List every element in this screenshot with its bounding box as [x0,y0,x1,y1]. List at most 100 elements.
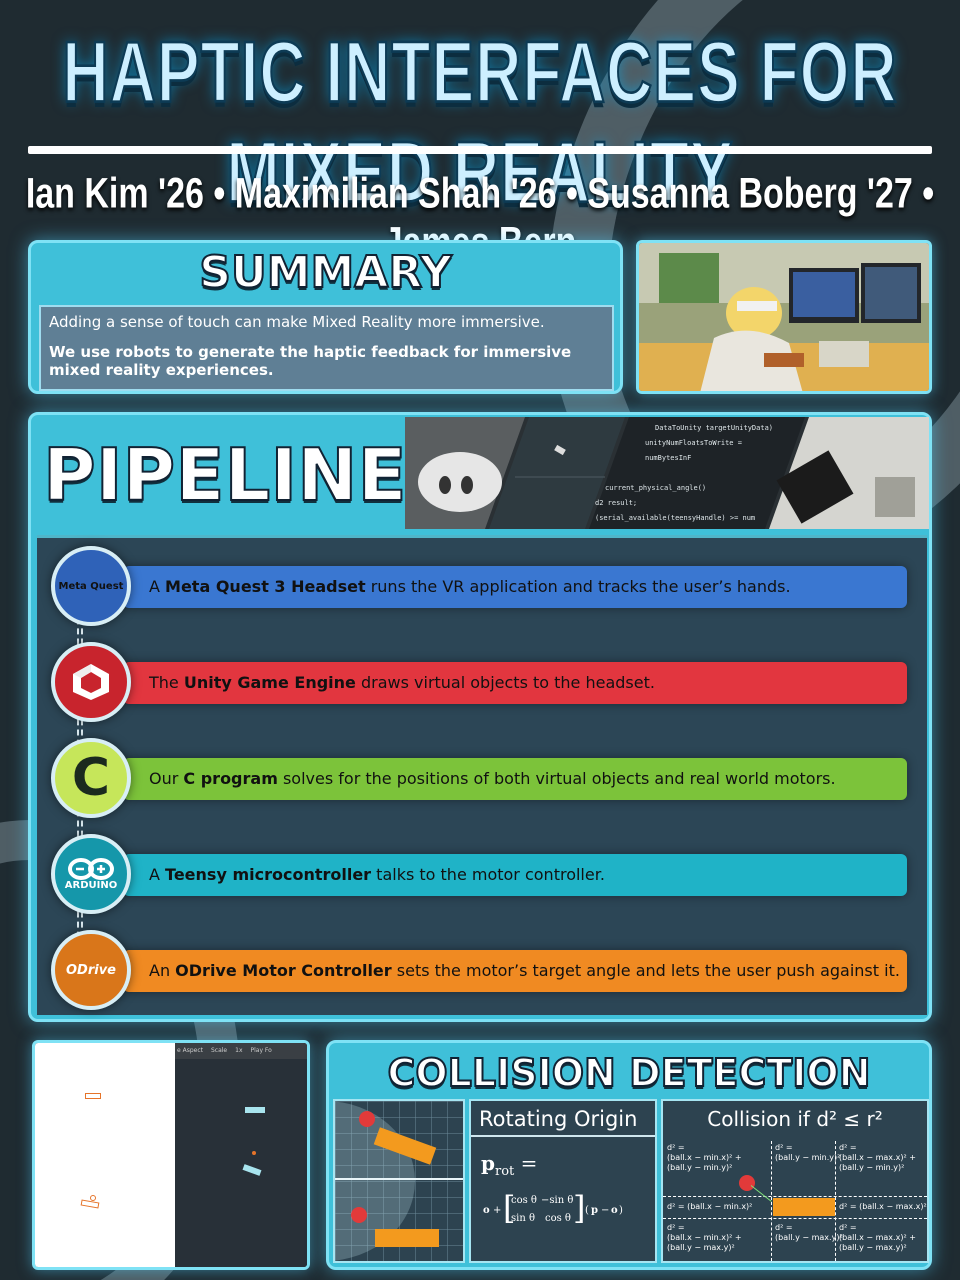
region-formula: d² = (ball.x − min.x)² + (ball.y − min.y… [667,1143,742,1172]
region-grid: d² = (ball.x − min.x)² + (ball.y − min.y… [663,1141,927,1261]
svg-text:o: o [483,1205,490,1216]
ball-marker [739,1175,755,1191]
game-toolbar: e Aspect Scale 1x Play Fo [175,1043,307,1059]
scene-paddle [85,1093,101,1099]
svg-text:(: ( [585,1205,589,1216]
collision-rule-title: Collision if d² ≤ r² [707,1107,883,1131]
game-ball [252,1151,256,1155]
odrive-icon: ODrive [51,930,131,1010]
scene-paddle-rotated [80,1199,100,1209]
play-focused-button[interactable]: Play Fo [250,1047,272,1054]
grid-line-horizontal [663,1218,927,1219]
pipeline-step-1: A Meta Quest 3 Headset runs the VR appli… [123,566,907,608]
svg-text:): ) [619,1205,623,1216]
simulation-panel: e Aspect Scale 1x Play Fo [32,1040,310,1270]
pipeline-step-4: A Teensy microcontroller talks to the mo… [123,854,907,896]
region-formula: d² = (ball.x − min.x)² [667,1202,753,1211]
step-text-post: runs the VR application and tracks the u… [365,577,791,596]
svg-text:cos θ: cos θ [545,1213,571,1224]
step-text-bold: Teensy microcontroller [165,865,372,884]
game-view: e Aspect Scale 1x Play Fo [175,1043,307,1267]
game-paddle [245,1107,265,1113]
step-text-bold: C program [183,769,278,788]
collision-heading: COLLISION DETECTION [386,1050,871,1096]
region-formula: d² = (ball.x − max.x)² [839,1202,927,1211]
code-line: unityNumFloatsToWrite = numBytesInF [645,439,742,462]
step-text-pre: A [149,577,166,596]
step-text-bold: ODrive Motor Controller [175,961,392,980]
step-text-bold: Meta Quest 3 Headset [165,577,366,596]
c-logo-text: C [71,748,111,808]
region-formula: d² = (ball.x − max.x)² + (ball.y − min.y… [839,1143,916,1172]
aspect-dropdown[interactable]: e Aspect [177,1047,203,1054]
scale-label: Scale [210,1047,228,1054]
collision-panel: COLLISION DETECTION Rotating Origin prot… [235,1040,932,1270]
code-line: current_physical_angle() [605,484,707,492]
c-language-icon: C [51,738,131,818]
code-line: serial_read_n_bytes(teensyHandle, num [595,526,785,529]
box-obstacle [773,1198,835,1216]
pipeline-banner-images: DataToUnity targetUnityData) unityNumFlo… [405,417,929,529]
svg-text:cos θ: cos θ [511,1195,537,1206]
region-formula: d² = (ball.y − min.y)² [775,1143,841,1162]
summary-panel: SUMMARY Adding a sense of touch can make… [28,240,623,394]
code-line: DataToUnity targetUnityData) [655,424,774,432]
meta-quest-logo-text: Meta Quest [58,580,124,592]
summary-heading: SUMMARY [198,246,452,299]
distance-line [750,1185,772,1202]
arduino-icon: ARDUINO [51,834,131,914]
code-snippet: DataToUnity targetUnityData) unityNumFlo… [595,421,785,529]
pipeline-step-2: The Unity Game Engine draws virtual obje… [123,662,907,704]
grid-line-vertical [771,1141,772,1261]
pipeline-steps-area: A Meta Quest 3 Headset runs the VR appli… [37,535,927,1015]
pipeline-heading: PIPELINE [42,432,408,518]
arduino-logo-text: ARDUINO [64,879,118,891]
svg-text:]: ] [573,1189,585,1227]
formula-divider [471,1135,655,1137]
svg-text:sin θ: sin θ [511,1213,535,1224]
region-formula: d² = (ball.y − max.y)² [775,1223,843,1242]
step-text-pre: The [149,673,184,692]
grid-line-horizontal [663,1196,927,1197]
lab-photo [636,240,932,394]
collision-rule-diagram: Collision if d² ≤ r² d² = (ball.x − min.… [661,1099,929,1263]
pipeline-step-3: Our C program solves for the positions o… [123,758,907,800]
rot-subscript: rot [494,1164,515,1179]
grid-line-vertical [835,1141,836,1261]
equals-sign: = [520,1151,538,1175]
step-text-pre: An [149,961,176,980]
rotating-origin-formula: Rotating Origin prot = o + [ cos θ −sin … [469,1099,657,1263]
region-formula: d² = (ball.x − max.x)² + (ball.y − max.y… [839,1223,916,1252]
poster-title: HAPTIC INTERFACES FOR MIXED REALITY [61,22,898,222]
summary-text: Adding a sense of touch can make Mixed R… [39,305,614,391]
meta-quest-icon: Meta Quest [51,546,131,626]
formula-lhs: prot = [471,1141,655,1179]
scene-ball [90,1195,96,1201]
svg-text:−sin θ: −sin θ [541,1195,573,1206]
region-formula: d² = (ball.x − min.x)² + (ball.y − max.y… [667,1223,742,1252]
step-text-pre: A [149,865,166,884]
code-line: d2 result; [595,499,638,507]
step-text-post: solves for the positions of both virtual… [277,769,836,788]
summary-line-1: Adding a sense of touch can make Mixed R… [49,313,545,331]
step-text-pre: Our [149,769,184,788]
scene-view [35,1043,175,1267]
svg-text:+: + [493,1205,501,1216]
odrive-logo-text: ODrive [65,962,116,978]
rotation-grid-diagram [235,1099,465,1263]
title-divider [28,146,932,154]
code-line: (serial_available(teensyHandle) >= num [595,514,756,522]
pipeline-step-5: An ODrive Motor Controller sets the moto… [123,950,907,992]
svg-text:−: − [601,1205,609,1216]
rotating-origin-title: Rotating Origin [479,1107,638,1131]
step-text-post: sets the motor’s target angle and lets t… [391,961,900,980]
svg-text:o: o [611,1205,618,1216]
step-text-bold: Unity Game Engine [183,673,356,692]
svg-text:[: [ [503,1189,515,1227]
p-symbol: p [481,1151,495,1175]
unity-icon [51,642,131,722]
step-text-post: talks to the motor controller. [371,865,605,884]
step-text-post: draws virtual objects to the headset. [355,673,655,692]
game-paddle-rotated [242,1164,262,1176]
zoom-value: 1x [235,1047,243,1054]
